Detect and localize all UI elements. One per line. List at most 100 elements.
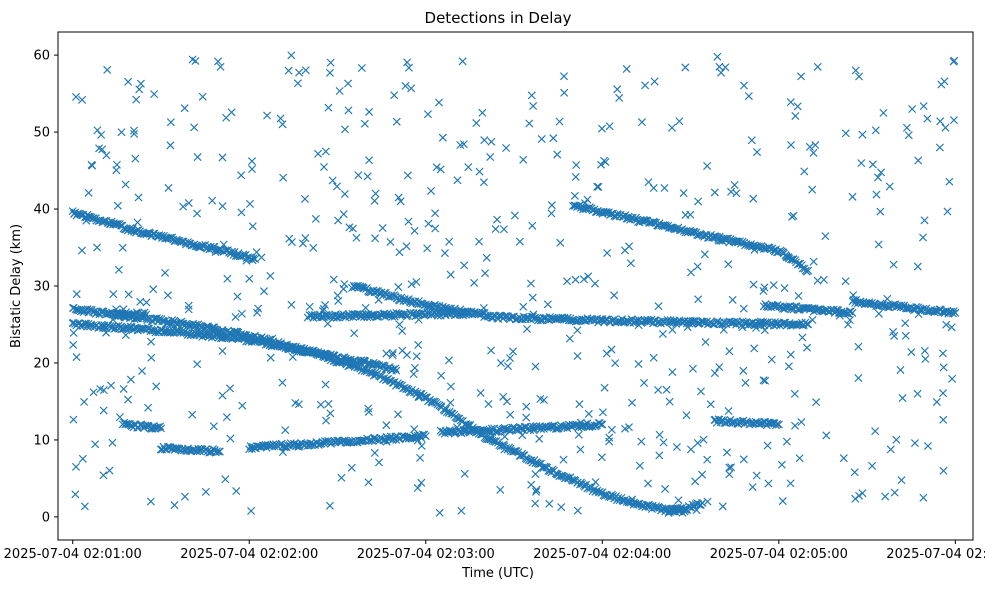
detection-point	[395, 248, 404, 257]
detection-point	[152, 382, 161, 391]
track-point	[459, 426, 468, 435]
detection-point	[248, 165, 257, 174]
detection-point	[660, 184, 669, 193]
detection-point	[482, 253, 491, 262]
detection-point	[502, 397, 512, 406]
detection-point	[920, 216, 929, 225]
detection-point	[522, 413, 531, 422]
detection-point	[914, 156, 923, 165]
track-point	[527, 456, 536, 465]
detection-point	[839, 454, 848, 463]
y-tick-label: 50	[33, 126, 50, 141]
detection-point	[137, 366, 147, 375]
detection-point	[166, 141, 175, 150]
detection-point	[71, 462, 81, 471]
detection-point	[184, 199, 193, 208]
detection-point	[560, 88, 569, 97]
detection-point	[591, 279, 600, 288]
detection-point	[693, 262, 702, 271]
detection-point	[948, 374, 957, 383]
track-point	[640, 216, 649, 225]
detection-point	[699, 435, 708, 444]
detection-point	[529, 102, 538, 111]
detection-point	[805, 142, 814, 151]
detection-point	[148, 424, 157, 433]
detection-point	[394, 410, 403, 419]
detection-point	[519, 302, 528, 311]
detection-point	[809, 257, 818, 266]
detection-point	[674, 496, 683, 505]
detection-point	[314, 149, 323, 158]
detection-point	[681, 63, 690, 72]
detection-point	[661, 484, 670, 493]
detection-point	[193, 209, 202, 218]
detection-point	[193, 360, 202, 369]
detection-point	[417, 441, 426, 450]
track-point	[251, 335, 260, 344]
detection-point	[99, 406, 108, 415]
detection-point	[854, 342, 863, 351]
detection-point	[413, 484, 422, 493]
detection-point	[69, 328, 78, 337]
track-point	[182, 329, 191, 338]
detection-point	[112, 166, 121, 175]
detection-point	[947, 323, 956, 332]
detection-point	[173, 326, 182, 335]
detection-point	[184, 301, 193, 310]
detection-point	[117, 128, 126, 137]
detection-point	[786, 350, 795, 359]
track-point	[581, 420, 590, 429]
detection-point	[849, 291, 858, 300]
x-tick-label: 2025-07-04 02:05:00	[710, 547, 848, 562]
detection-point	[761, 376, 770, 385]
track-point	[597, 420, 606, 429]
track-point	[536, 425, 545, 434]
detection-point	[683, 323, 692, 332]
detection-point	[82, 216, 91, 225]
detection-point	[896, 365, 905, 374]
detection-point	[322, 416, 331, 425]
detection-point	[510, 211, 519, 220]
detection-point	[69, 415, 78, 424]
detection-point	[481, 269, 490, 278]
detection-point	[382, 349, 391, 358]
detection-point	[491, 225, 500, 234]
x-axis-ticks: 2025-07-04 02:01:00 2025-07-04 02:02:00 20…	[4, 540, 985, 562]
detection-point	[413, 436, 422, 445]
detection-point	[102, 328, 111, 337]
detection-point	[337, 473, 346, 482]
detection-point	[904, 131, 913, 140]
detection-point	[938, 349, 947, 358]
detection-point	[763, 441, 772, 450]
detection-point	[803, 343, 812, 352]
detection-point	[890, 488, 899, 497]
detection-point	[133, 218, 142, 227]
detection-point	[941, 123, 950, 132]
track-point	[192, 447, 202, 456]
detection-point	[901, 319, 910, 328]
detection-point	[440, 249, 449, 258]
track-point	[90, 307, 99, 316]
track-point	[158, 316, 167, 325]
detection-point	[800, 167, 809, 176]
detection-point	[232, 487, 241, 496]
detection-point	[935, 143, 944, 152]
detection-point	[311, 214, 320, 223]
detection-point	[610, 291, 619, 300]
detection-point	[333, 291, 342, 300]
detection-point	[278, 378, 287, 387]
detection-point	[857, 159, 866, 168]
track-point	[392, 366, 401, 375]
detection-point	[446, 398, 455, 407]
detection-point	[889, 260, 898, 269]
detection-point	[844, 320, 853, 329]
detection-point	[620, 246, 629, 255]
detection-point	[191, 56, 200, 65]
detection-point	[784, 362, 793, 371]
detection-point	[777, 460, 786, 469]
track-point	[142, 310, 151, 319]
detection-point	[332, 182, 342, 191]
detection-point	[371, 234, 380, 243]
detection-point	[374, 295, 383, 304]
detection-point	[596, 160, 605, 169]
